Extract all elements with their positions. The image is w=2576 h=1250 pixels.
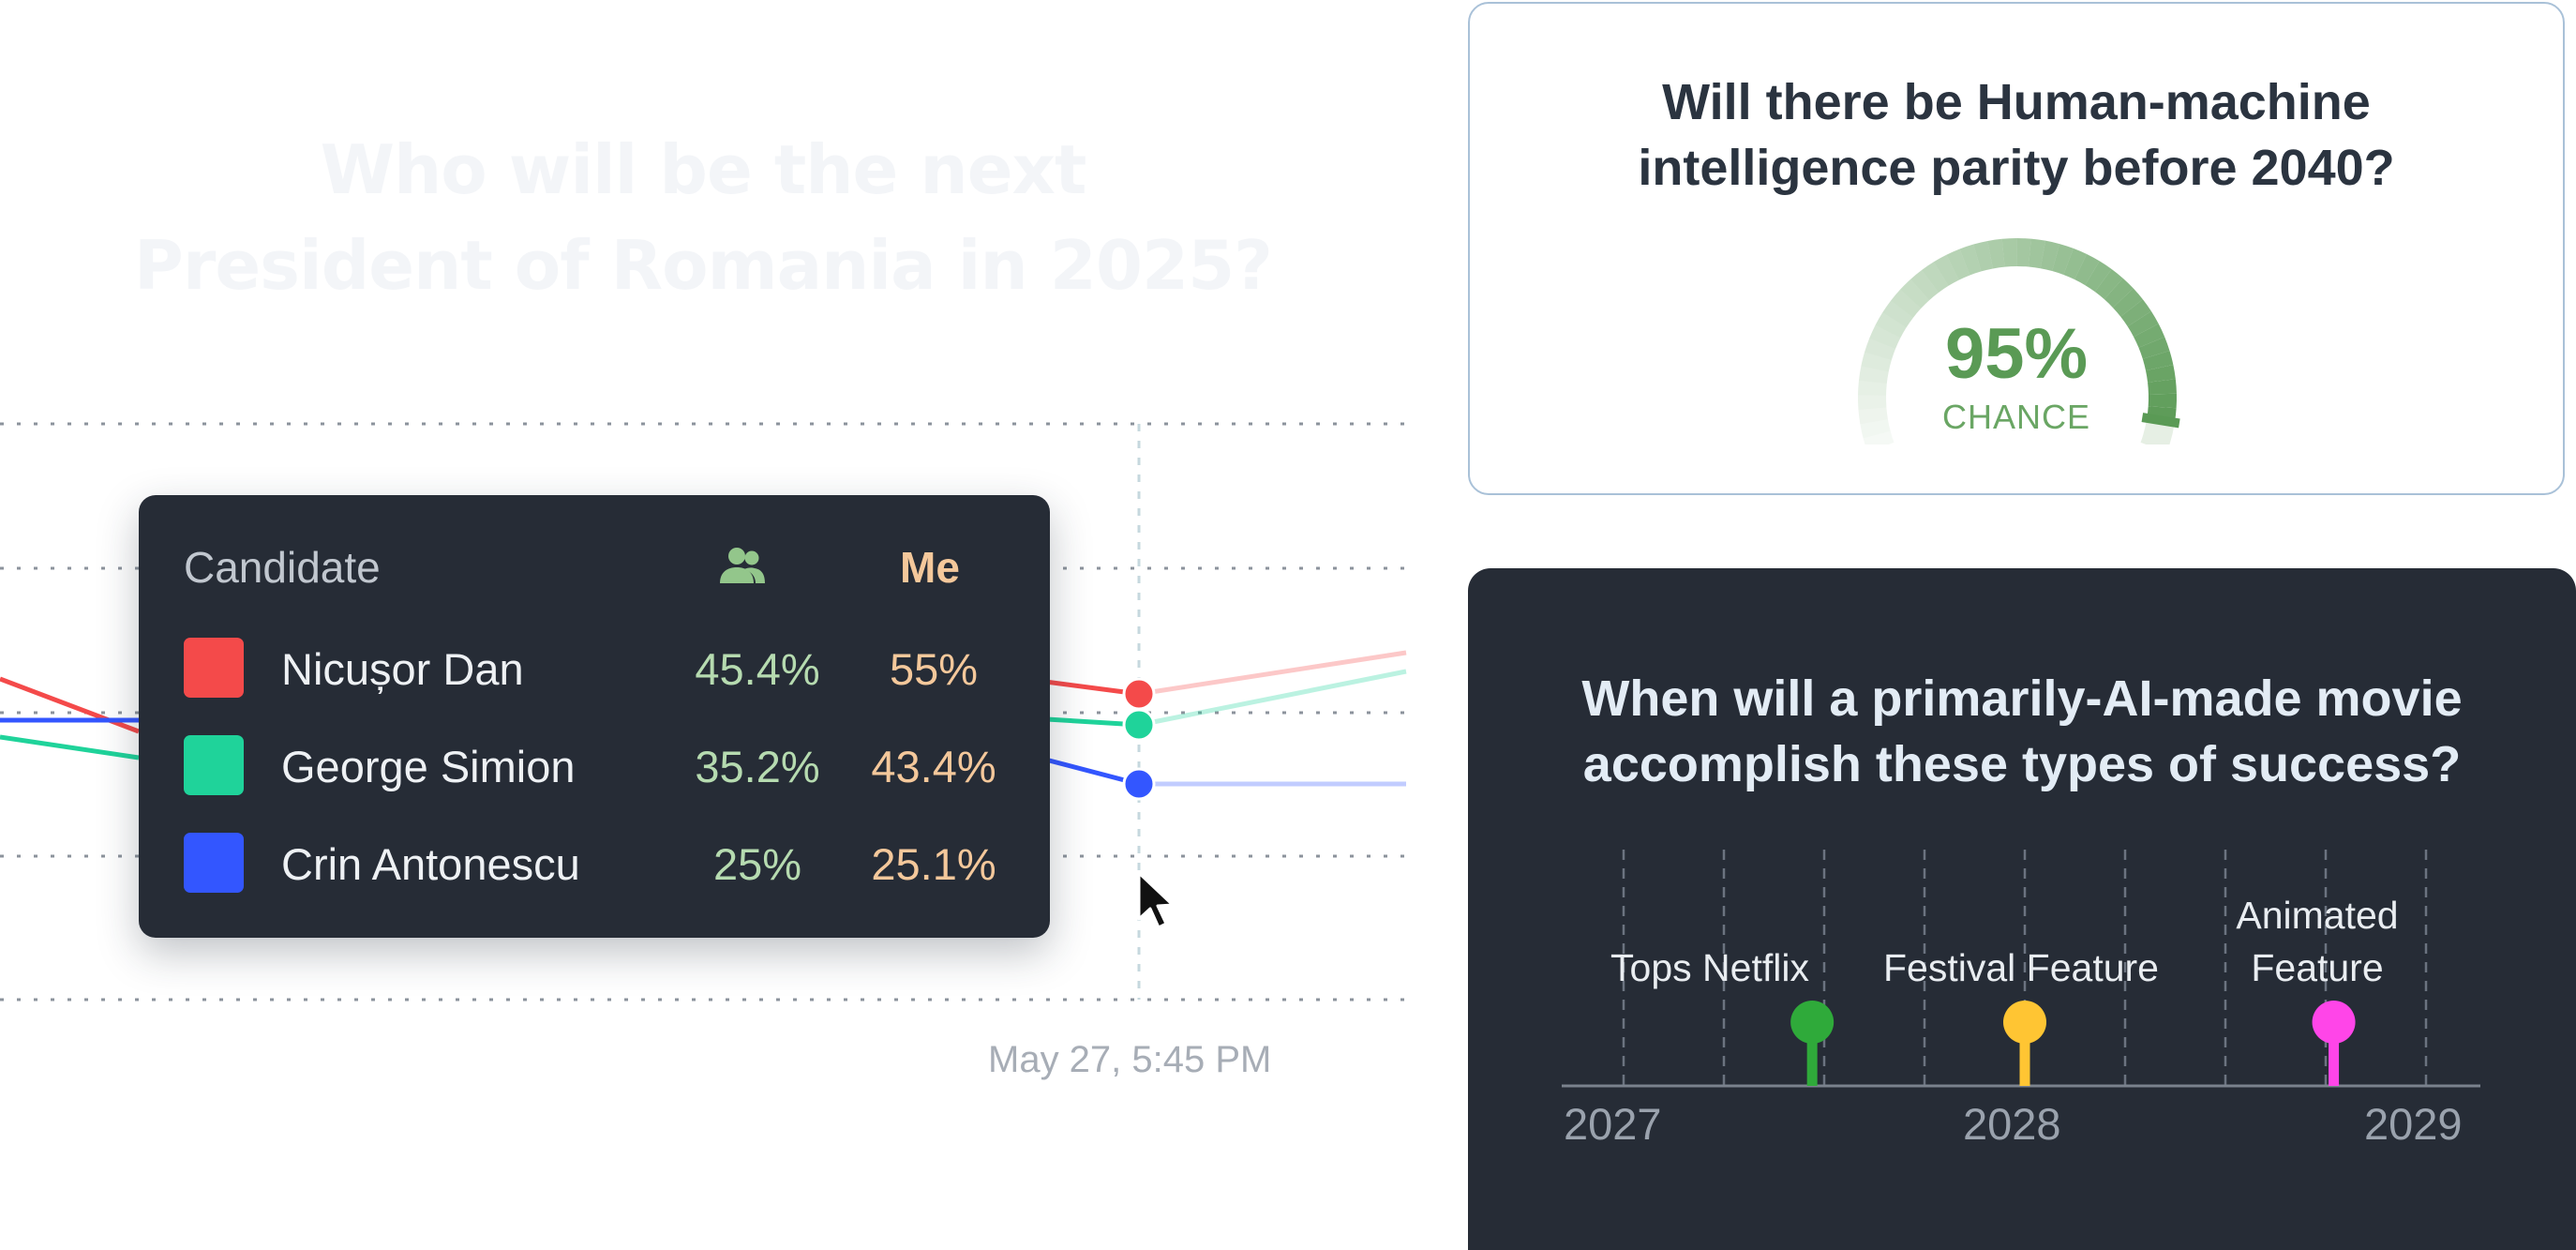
series-color-swatch [184,735,244,795]
gauge-arc-segment [2142,350,2174,371]
gauge-arc-segment [1946,248,1970,280]
mouse-cursor-icon [1137,871,1175,929]
series-hover-point [1122,767,1156,801]
gauge-arc-segment [1987,238,2005,269]
ai-movie-question-card[interactable]: When will a primarily-AI-made movie acco… [1468,568,2576,1250]
gauge-arc-segment [2028,238,2046,269]
my-forecast-value: 43.4% [871,742,996,791]
series-hover-point [1122,677,1156,711]
series-line [0,676,140,734]
series-future-line [1138,650,1407,697]
my-forecast-value: 25.1% [871,839,996,889]
gauge-arc-segment [2085,261,2112,293]
movie-question-line2: accomplish these types of success? [1582,736,2462,792]
chart-title-line2: President of Romania in 2025? [134,226,1273,305]
milestone-label-line: Festival Feature [1883,946,2159,989]
probability-gauge [1858,238,2180,444]
parity-question-line1: Will there be Human-machine [1662,74,2371,130]
gauge-arc-segment [1973,240,1994,272]
gauge-arc-segment [2104,278,2134,309]
gauge-arc-segment [2148,379,2177,395]
gauge-arc-segment [2063,248,2088,280]
my-forecast-value: 55% [889,644,979,694]
parity-question-line2: intelligence parity before 2040? [1638,140,2395,196]
tooltip-row: Crin Antonescu 25% 25.1% [139,833,1050,895]
tooltip-row: Nicușor Dan 45.4% 55% [139,638,1050,700]
crowd-forecast-value: 45.4% [695,644,820,694]
gauge-chance-label: CHANCE [1941,398,2090,436]
gauge-arc-segment [2134,324,2165,348]
gauge-percent: 95% [1944,314,2089,394]
gauge-needle-marker [2141,413,2180,429]
gauge-arc-segment [2040,240,2060,272]
milestone-label: Festival Feature [1847,941,2195,994]
milestone-timeline [1562,850,2480,1088]
movie-question-line1: When will a primarily-AI-made movie [1581,670,2463,727]
milestone-pin-head [2003,1001,2046,1044]
series-color-swatch [184,833,244,893]
series-future-line [1138,669,1407,728]
milestone-pin-head [2312,1001,2356,1044]
gauge-arc-segment [2074,254,2100,286]
gauge-arc-segment [1910,269,1939,301]
milestone-label-line: Animated [2236,894,2399,937]
parity-question-title: Will there be Human-machine intelligence… [1470,69,2563,201]
candidate-name: Nicușor Dan [281,644,524,694]
timeline-year-label: 2029 [2364,1099,2463,1149]
candidate-name: Crin Antonescu [281,839,580,889]
milestone-label: Animated Feature [2214,889,2420,994]
gauge-arc-segment [1875,312,1907,339]
candidate-name: George Simion [281,742,576,791]
gauge-arc-segment [2001,238,2017,267]
chart-title-line1: Who will be the next [320,130,1087,209]
series-line [0,734,140,761]
users-icon [720,548,765,583]
crowd-forecast-value: 25% [712,839,802,889]
gauge-arc-segment [2120,299,2151,327]
gauge-arc-segment [1891,289,1922,318]
series-hover-point [1122,708,1156,742]
hover-date-label: May 27, 5:45 PM [988,1039,1272,1080]
movie-question-title: When will a primarily-AI-made movie acco… [1468,666,2576,797]
gauge-arc-segment [1959,244,1982,276]
timeline-year-label: 2027 [1564,1099,1662,1149]
gauge-arc-segment [1900,279,1930,309]
tooltip-header-candidate: Candidate [184,543,381,592]
forecast-chart-panel: Who will be the next President of Romani… [0,122,1407,1080]
gauge-arc-segment [1882,300,1913,328]
gauge-arc-segment [1865,338,1896,361]
parity-question-card[interactable]: Will there be Human-machine intelligence… [1468,2,2565,495]
gauge-arc-segment [1861,352,1892,372]
gauge-arc-segment [1858,380,1887,396]
milestone-label-line: Feature [2251,946,2384,989]
timeline-year-label: 2028 [1963,1099,2061,1149]
gauge-arc-segment [2112,288,2143,317]
gauge-arc-segment [2094,268,2123,300]
crowd-forecast-value: 35.2% [695,742,820,791]
gauge-arc-segment [2016,238,2031,267]
tooltip-row: George Simion 35.2% 43.4% [139,735,1050,797]
gauge-arc-segment [1858,407,1888,425]
milestone-label-line: Tops Netflix [1610,946,1809,989]
gauge-arc-segment [2052,244,2074,276]
milestone-pin-head [1790,1001,1835,1044]
gauge-arc-segment [1863,430,1895,444]
gauge-arc-segment [1858,366,1889,384]
milestone-label: Tops Netflix [1586,941,1834,994]
hover-tooltip: Candidate Me Nicușor Dan 45.4% 55% Georg… [139,495,1050,938]
gauge-arc-segment [1933,254,1959,286]
gauge-arc-segment [1860,419,1891,439]
gauge-arc-segment [2145,364,2176,383]
series-color-swatch [184,638,244,698]
gauge-arc-segment [2138,337,2170,359]
gauge-arc-segment [1922,262,1949,294]
tooltip-header-me: Me [900,543,960,592]
gauge-arc-segment [1869,324,1901,350]
chart-title: Who will be the next President of Romani… [0,122,1406,313]
gauge-arc-segment [2127,310,2159,338]
